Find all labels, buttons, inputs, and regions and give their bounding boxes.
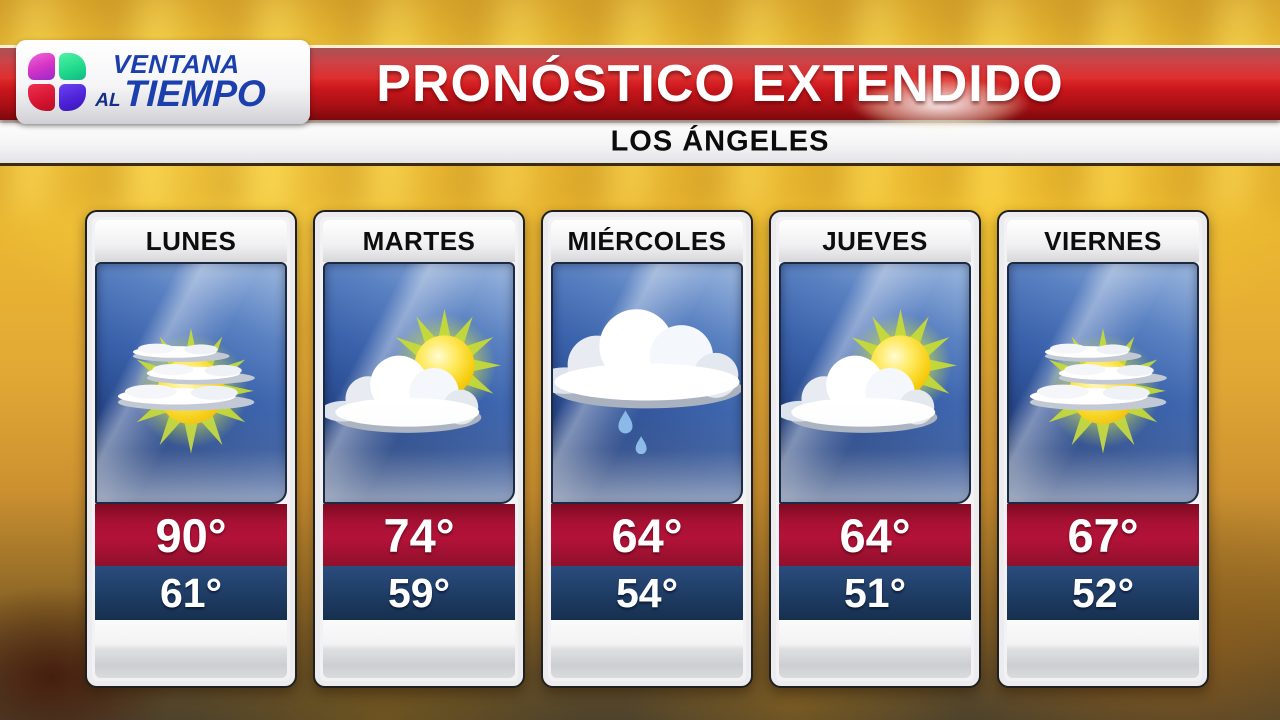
forecast-cards-row: LUNES 90° 61° MARTES 74° 59° MIÉRCOLES 6… (85, 210, 1209, 688)
day-label: VIERNES (1007, 220, 1199, 262)
day-label: MARTES (323, 220, 515, 262)
high-temp: 64° (551, 504, 743, 566)
low-temp: 61° (95, 566, 287, 620)
weather-icon (323, 304, 515, 462)
low-temp: 59° (323, 566, 515, 620)
high-temp: 64° (779, 504, 971, 566)
low-temp: 54° (551, 566, 743, 620)
sky-panel (95, 262, 287, 504)
location-strip: LOS ÁNGELES (0, 120, 1280, 166)
sky-panel (1007, 262, 1199, 504)
logo-quadrant-red (28, 84, 55, 111)
logo-quadrant-magenta (28, 53, 55, 80)
logo-quadrant-green (59, 53, 86, 80)
high-temp: 90° (95, 504, 287, 566)
logo-word-al: AL (94, 89, 122, 111)
weather-icon (95, 304, 287, 462)
weather-icon (779, 304, 971, 462)
high-temp: 67° (1007, 504, 1199, 566)
sky-panel (551, 262, 743, 504)
logo-word-tiempo: TIEMPO (123, 72, 267, 114)
weather-icon (551, 304, 743, 462)
sky-panel (779, 262, 971, 504)
logo-quadrant-violet (59, 84, 86, 111)
forecast-card-thursday: JUEVES 64° 51° (769, 210, 981, 688)
high-temp: 74° (323, 504, 515, 566)
logo-line-al-tiempo: AL TIEMPO (94, 72, 267, 114)
low-temp: 52° (1007, 566, 1199, 620)
card-footer (1007, 620, 1199, 678)
card-footer (779, 620, 971, 678)
sky-panel (323, 262, 515, 504)
weather-icon (1007, 304, 1199, 462)
day-label: JUEVES (779, 220, 971, 262)
forecast-card-monday: LUNES 90° 61° (85, 210, 297, 688)
location-label: LOS ÁNGELES (610, 125, 830, 157)
day-label: LUNES (95, 220, 287, 262)
card-footer (551, 620, 743, 678)
show-logo-text: VENTANA AL TIEMPO (94, 49, 267, 114)
page-title: PRONÓSTICO EXTENDIDO (376, 55, 1064, 113)
card-footer (323, 620, 515, 678)
day-label: MIÉRCOLES (551, 220, 743, 262)
forecast-card-friday: VIERNES 67° 52° (997, 210, 1209, 688)
show-logo-plate: VENTANA AL TIEMPO (16, 40, 310, 124)
univision-u-logo-icon (28, 53, 86, 111)
forecast-card-wednesday: MIÉRCOLES 64° 54° (541, 210, 753, 688)
low-temp: 51° (779, 566, 971, 620)
card-footer (95, 620, 287, 678)
forecast-card-tuesday: MARTES 74° 59° (313, 210, 525, 688)
